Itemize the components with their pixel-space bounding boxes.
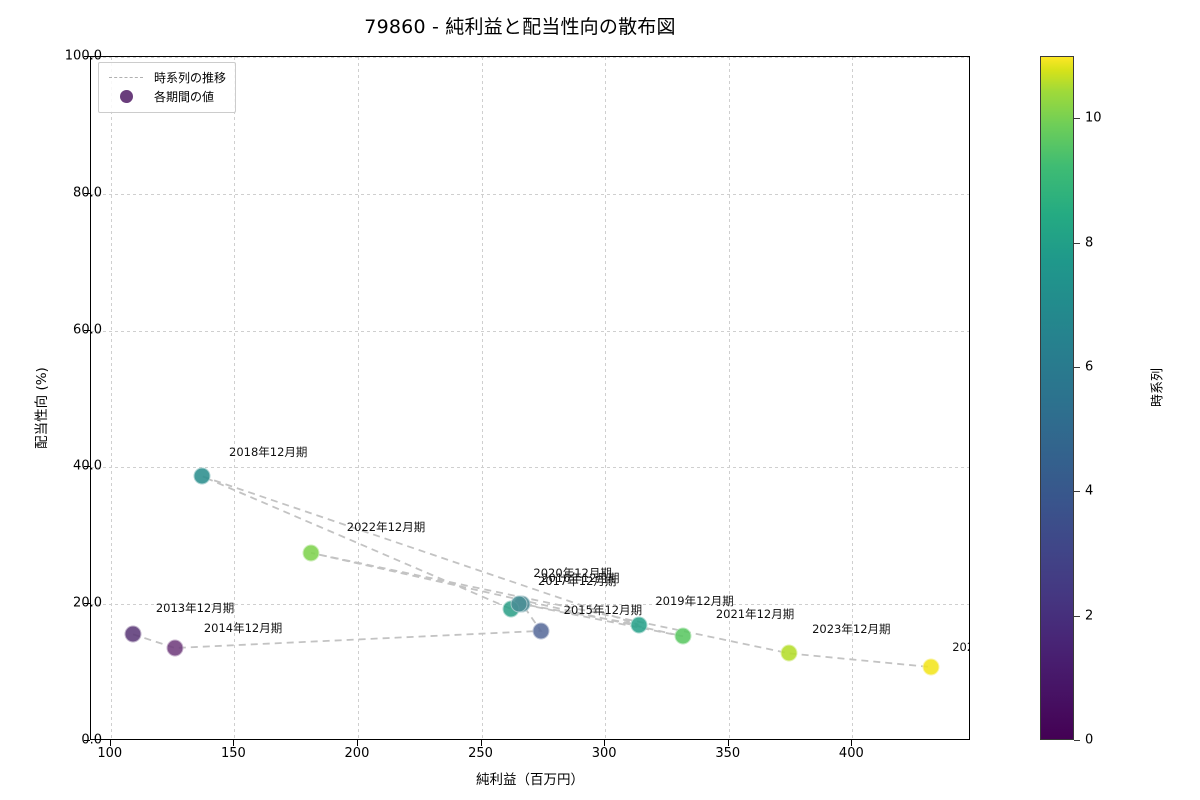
y-tick-label: 100.0 xyxy=(64,48,102,64)
colorbar-tick-label: 2 xyxy=(1085,608,1094,624)
x-tick-mark xyxy=(109,740,111,746)
gridline-vertical xyxy=(357,57,359,739)
point-label: 2023年12月期 xyxy=(812,622,891,637)
page-title: 79860 - 純利益と配当性向の散布図 xyxy=(364,16,676,38)
data-point[interactable] xyxy=(166,639,184,657)
x-tick-label: 250 xyxy=(468,746,493,761)
x-tick-label: 150 xyxy=(220,746,246,761)
gridline-horizontal xyxy=(91,193,969,195)
point-label: 2018年12月期 xyxy=(229,445,308,460)
point-labels-layer: 2013年12月期 2014年12月期 2015年12月期 2016年12月期 2017… xyxy=(91,57,969,739)
data-point[interactable] xyxy=(780,644,798,662)
point-label: 2021年12月期 xyxy=(715,607,795,622)
gridline-horizontal xyxy=(91,330,969,332)
dashed-line-icon xyxy=(106,77,146,78)
colorbar-tick-mark xyxy=(1074,366,1080,368)
point-label: 2017年12月期 xyxy=(538,573,617,588)
data-point[interactable] xyxy=(124,625,142,643)
time-series-connector-line xyxy=(132,475,932,668)
gridline-vertical xyxy=(605,57,607,739)
colorbar: 0 2 4 6 8 10 時系列 xyxy=(1040,56,1200,748)
legend: 時系列の推移 各期間の値 xyxy=(98,62,237,113)
legend-item-trend: 時系列の推移 xyxy=(106,68,226,87)
legend-label-trend: 時系列の推移 xyxy=(154,71,227,85)
x-tick-mark xyxy=(233,740,235,746)
colorbar-tick-label: 6 xyxy=(1085,359,1094,375)
colorbar-tick-mark xyxy=(1074,491,1080,493)
data-point[interactable] xyxy=(674,627,692,645)
gridline-horizontal xyxy=(91,57,969,58)
y-tick-mark xyxy=(84,329,90,331)
y-tick-mark xyxy=(84,192,90,194)
circle-marker-icon xyxy=(106,90,146,103)
gridline-vertical xyxy=(728,57,730,739)
x-tick-mark xyxy=(356,740,358,746)
colorbar-label: 時系列 xyxy=(1150,368,1166,408)
colorbar-tick-label: 10 xyxy=(1085,110,1102,126)
x-tick-label: 100 xyxy=(97,746,123,761)
x-tick-label: 350 xyxy=(715,746,741,761)
x-tick-label: 300 xyxy=(591,746,617,761)
data-point[interactable] xyxy=(193,467,211,485)
colorbar-tick-label: 8 xyxy=(1085,235,1094,251)
legend-label-points: 各期間の値 xyxy=(154,90,215,104)
x-tick-mark xyxy=(604,740,606,746)
x-tick-mark xyxy=(851,740,853,746)
legend-item-points: 各期間の値 xyxy=(106,87,226,106)
gridline-vertical xyxy=(110,57,112,739)
point-label: 2015年12月期 xyxy=(563,602,643,617)
point-label: 2013年12月期 xyxy=(155,601,235,616)
y-axis-label: 配当性向 (%) xyxy=(34,367,50,449)
x-axis-label: 純利益（百万円） xyxy=(476,772,584,788)
colorbar-tick-mark xyxy=(1074,118,1080,120)
colorbar-tick-mark xyxy=(1074,740,1080,741)
colorbar-tick-mark xyxy=(1074,615,1080,617)
point-label: 2022年12月期 xyxy=(346,519,426,534)
gridline-vertical xyxy=(234,57,236,739)
gridline-horizontal xyxy=(91,467,969,469)
data-points-layer xyxy=(91,57,969,739)
x-tick-mark xyxy=(727,740,729,746)
data-point[interactable] xyxy=(922,658,940,676)
colorbar-gradient xyxy=(1040,56,1074,740)
colorbar-tick-mark xyxy=(1074,242,1080,244)
data-point[interactable] xyxy=(532,622,550,640)
gridline-vertical xyxy=(481,57,483,739)
data-point[interactable] xyxy=(630,616,648,634)
x-tick-label: 200 xyxy=(344,746,370,761)
y-tick-mark xyxy=(84,603,90,605)
x-tick-mark xyxy=(480,740,482,746)
x-tick-label: 400 xyxy=(838,746,864,761)
data-point[interactable] xyxy=(302,544,320,562)
point-label: 2016年12月期 xyxy=(541,571,620,586)
y-tick-label: 0.0 xyxy=(81,732,102,748)
point-label: 2024年12月期 xyxy=(952,640,969,655)
gridline-vertical xyxy=(852,57,854,739)
y-tick-mark xyxy=(84,56,90,57)
colorbar-tick-label: 0 xyxy=(1085,732,1094,748)
point-label: 2020年12月期 xyxy=(533,565,612,580)
data-point[interactable] xyxy=(510,595,528,613)
colorbar-tick-label: 4 xyxy=(1085,483,1094,499)
plot-area: 2013年12月期 2014年12月期 2015年12月期 2016年12月期 2017… xyxy=(90,56,970,740)
y-tick-mark xyxy=(84,466,90,468)
point-label: 2019年12月期 xyxy=(655,593,734,608)
y-tick-mark xyxy=(84,740,90,741)
point-label: 2014年12月期 xyxy=(203,620,283,635)
